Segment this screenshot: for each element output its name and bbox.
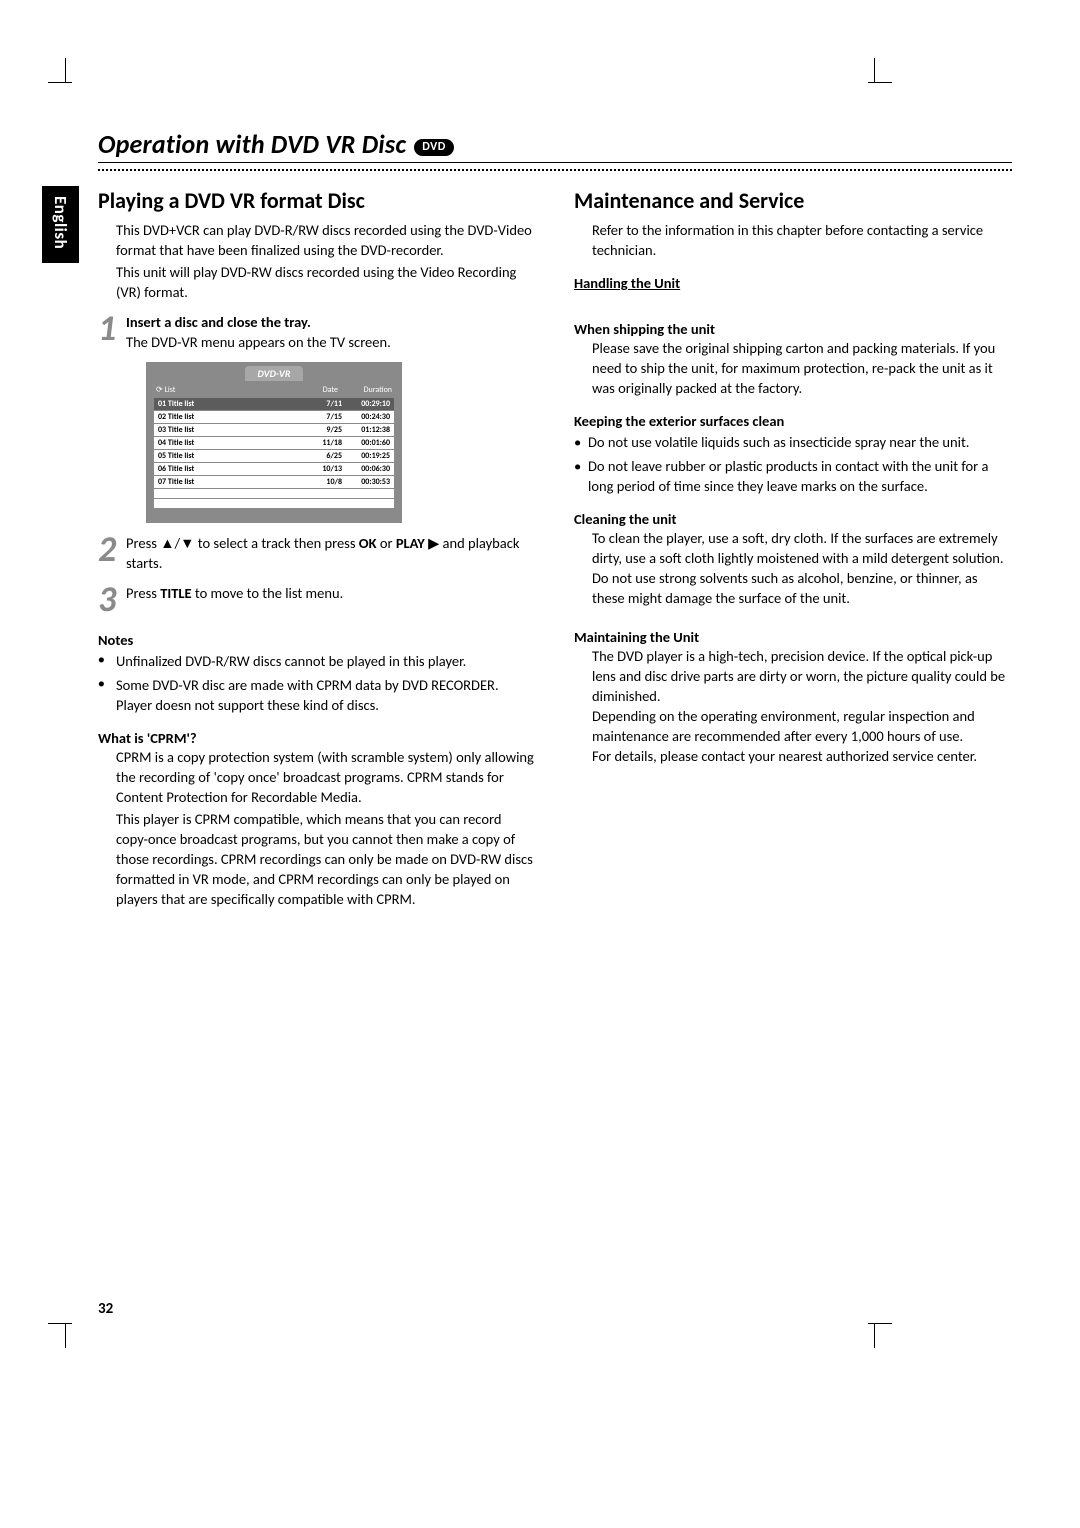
step-1-bold: Insert a disc and close the tray. bbox=[126, 313, 311, 331]
cleaning-text-1: To clean the player, use a soft, dry clo… bbox=[574, 528, 1012, 568]
vr-blank-row bbox=[154, 489, 394, 498]
handling-heading: Handling the Unit bbox=[574, 274, 1012, 292]
left-heading: Playing a DVD VR format Disc bbox=[98, 187, 536, 214]
vr-col-list: List bbox=[165, 385, 176, 395]
vr-menu-header: ⟳ List Date Duration bbox=[150, 383, 398, 398]
note-item: Unfinalized DVD-R/RW discs cannot be pla… bbox=[98, 651, 536, 671]
vr-row: 06 Title list10/1300:06:30 bbox=[154, 463, 394, 475]
shipping-text: Please save the original shipping carton… bbox=[574, 338, 1012, 398]
page-number: 32 bbox=[98, 1300, 113, 1318]
step-1: 1 Insert a disc and close the tray. The … bbox=[98, 312, 536, 352]
notes-heading: Notes bbox=[98, 631, 536, 649]
vr-row: 02 Title list7/1500:24:30 bbox=[154, 411, 394, 423]
section-header: Operation with DVD VR Disc DVD bbox=[98, 128, 1012, 163]
exterior-list: Do not use volatile liquids such as inse… bbox=[574, 432, 1012, 496]
right-heading: Maintenance and Service bbox=[574, 187, 1012, 214]
step-2: 2 Press ▲/▼ to select a track then press… bbox=[98, 533, 536, 573]
exterior-item: Do not leave rubber or plastic products … bbox=[574, 456, 1012, 496]
notes-list: Unfinalized DVD-R/RW discs cannot be pla… bbox=[98, 651, 536, 715]
right-column: Maintenance and Service Refer to the inf… bbox=[574, 187, 1012, 909]
maintaining-text-3: For details, please contact your nearest… bbox=[574, 746, 1012, 766]
vr-menu-title: DVD-VR bbox=[245, 366, 303, 381]
vr-col-duration: Duration bbox=[344, 385, 392, 395]
left-intro-2: This unit will play DVD-RW discs recorde… bbox=[98, 262, 536, 302]
cleaning-heading: Cleaning the unit bbox=[574, 510, 1012, 528]
maintaining-heading: Maintaining the Unit bbox=[574, 628, 1012, 646]
shipping-heading: When shipping the unit bbox=[574, 320, 1012, 338]
exterior-item: Do not use volatile liquids such as inse… bbox=[574, 432, 1012, 452]
vr-row: 07 Title list10/800:30:53 bbox=[154, 476, 394, 488]
dvd-badge-icon: DVD bbox=[414, 139, 454, 156]
left-intro-1: This DVD+VCR can play DVD-R/RW discs rec… bbox=[98, 220, 536, 260]
left-column: Playing a DVD VR format Disc This DVD+VC… bbox=[98, 187, 536, 909]
step-3: 3 Press TITLE to move to the list menu. bbox=[98, 583, 536, 615]
step-3-text: Press TITLE to move to the list menu. bbox=[126, 583, 536, 615]
maintaining-text-2: Depending on the operating environment, … bbox=[574, 706, 1012, 746]
maintaining-text-1: The DVD player is a high-tech, precision… bbox=[574, 646, 1012, 706]
step-1-text: The DVD-VR menu appears on the TV screen… bbox=[126, 333, 391, 351]
dvd-vr-menu: DVD-VR ⟳ List Date Duration 01 Title lis… bbox=[146, 362, 402, 523]
step-number: 3 bbox=[98, 583, 120, 615]
vr-row: 01 Title list7/1100:29:10 bbox=[154, 398, 394, 410]
vr-blank-row bbox=[154, 499, 394, 508]
page: Operation with DVD VR Disc DVD Playing a… bbox=[0, 0, 1080, 949]
cprm-para-2: This player is CPRM compatible, which me… bbox=[98, 809, 536, 909]
note-item: Some DVD-VR disc are made with CPRM data… bbox=[98, 675, 536, 715]
cprm-para-1: CPRM is a copy protection system (with s… bbox=[98, 747, 536, 807]
divider bbox=[98, 169, 1012, 171]
step-number: 2 bbox=[98, 533, 120, 573]
cleaning-text-2: Do not use strong solvents such as alcoh… bbox=[574, 568, 1012, 608]
exterior-heading: Keeping the exterior surfaces clean bbox=[574, 412, 1012, 430]
vr-row: 03 Title list9/2501:12:38 bbox=[154, 424, 394, 436]
right-intro: Refer to the information in this chapter… bbox=[574, 220, 1012, 260]
vr-row: 04 Title list11/1800:01:60 bbox=[154, 437, 394, 449]
vr-col-date: Date bbox=[302, 385, 338, 395]
step-number: 1 bbox=[98, 312, 120, 352]
cprm-heading: What is 'CPRM'? bbox=[98, 729, 536, 747]
section-title: Operation with DVD VR Disc bbox=[98, 128, 406, 160]
vr-row: 05 Title list6/2500:19:25 bbox=[154, 450, 394, 462]
step-2-text: Press ▲/▼ to select a track then press O… bbox=[126, 533, 536, 573]
